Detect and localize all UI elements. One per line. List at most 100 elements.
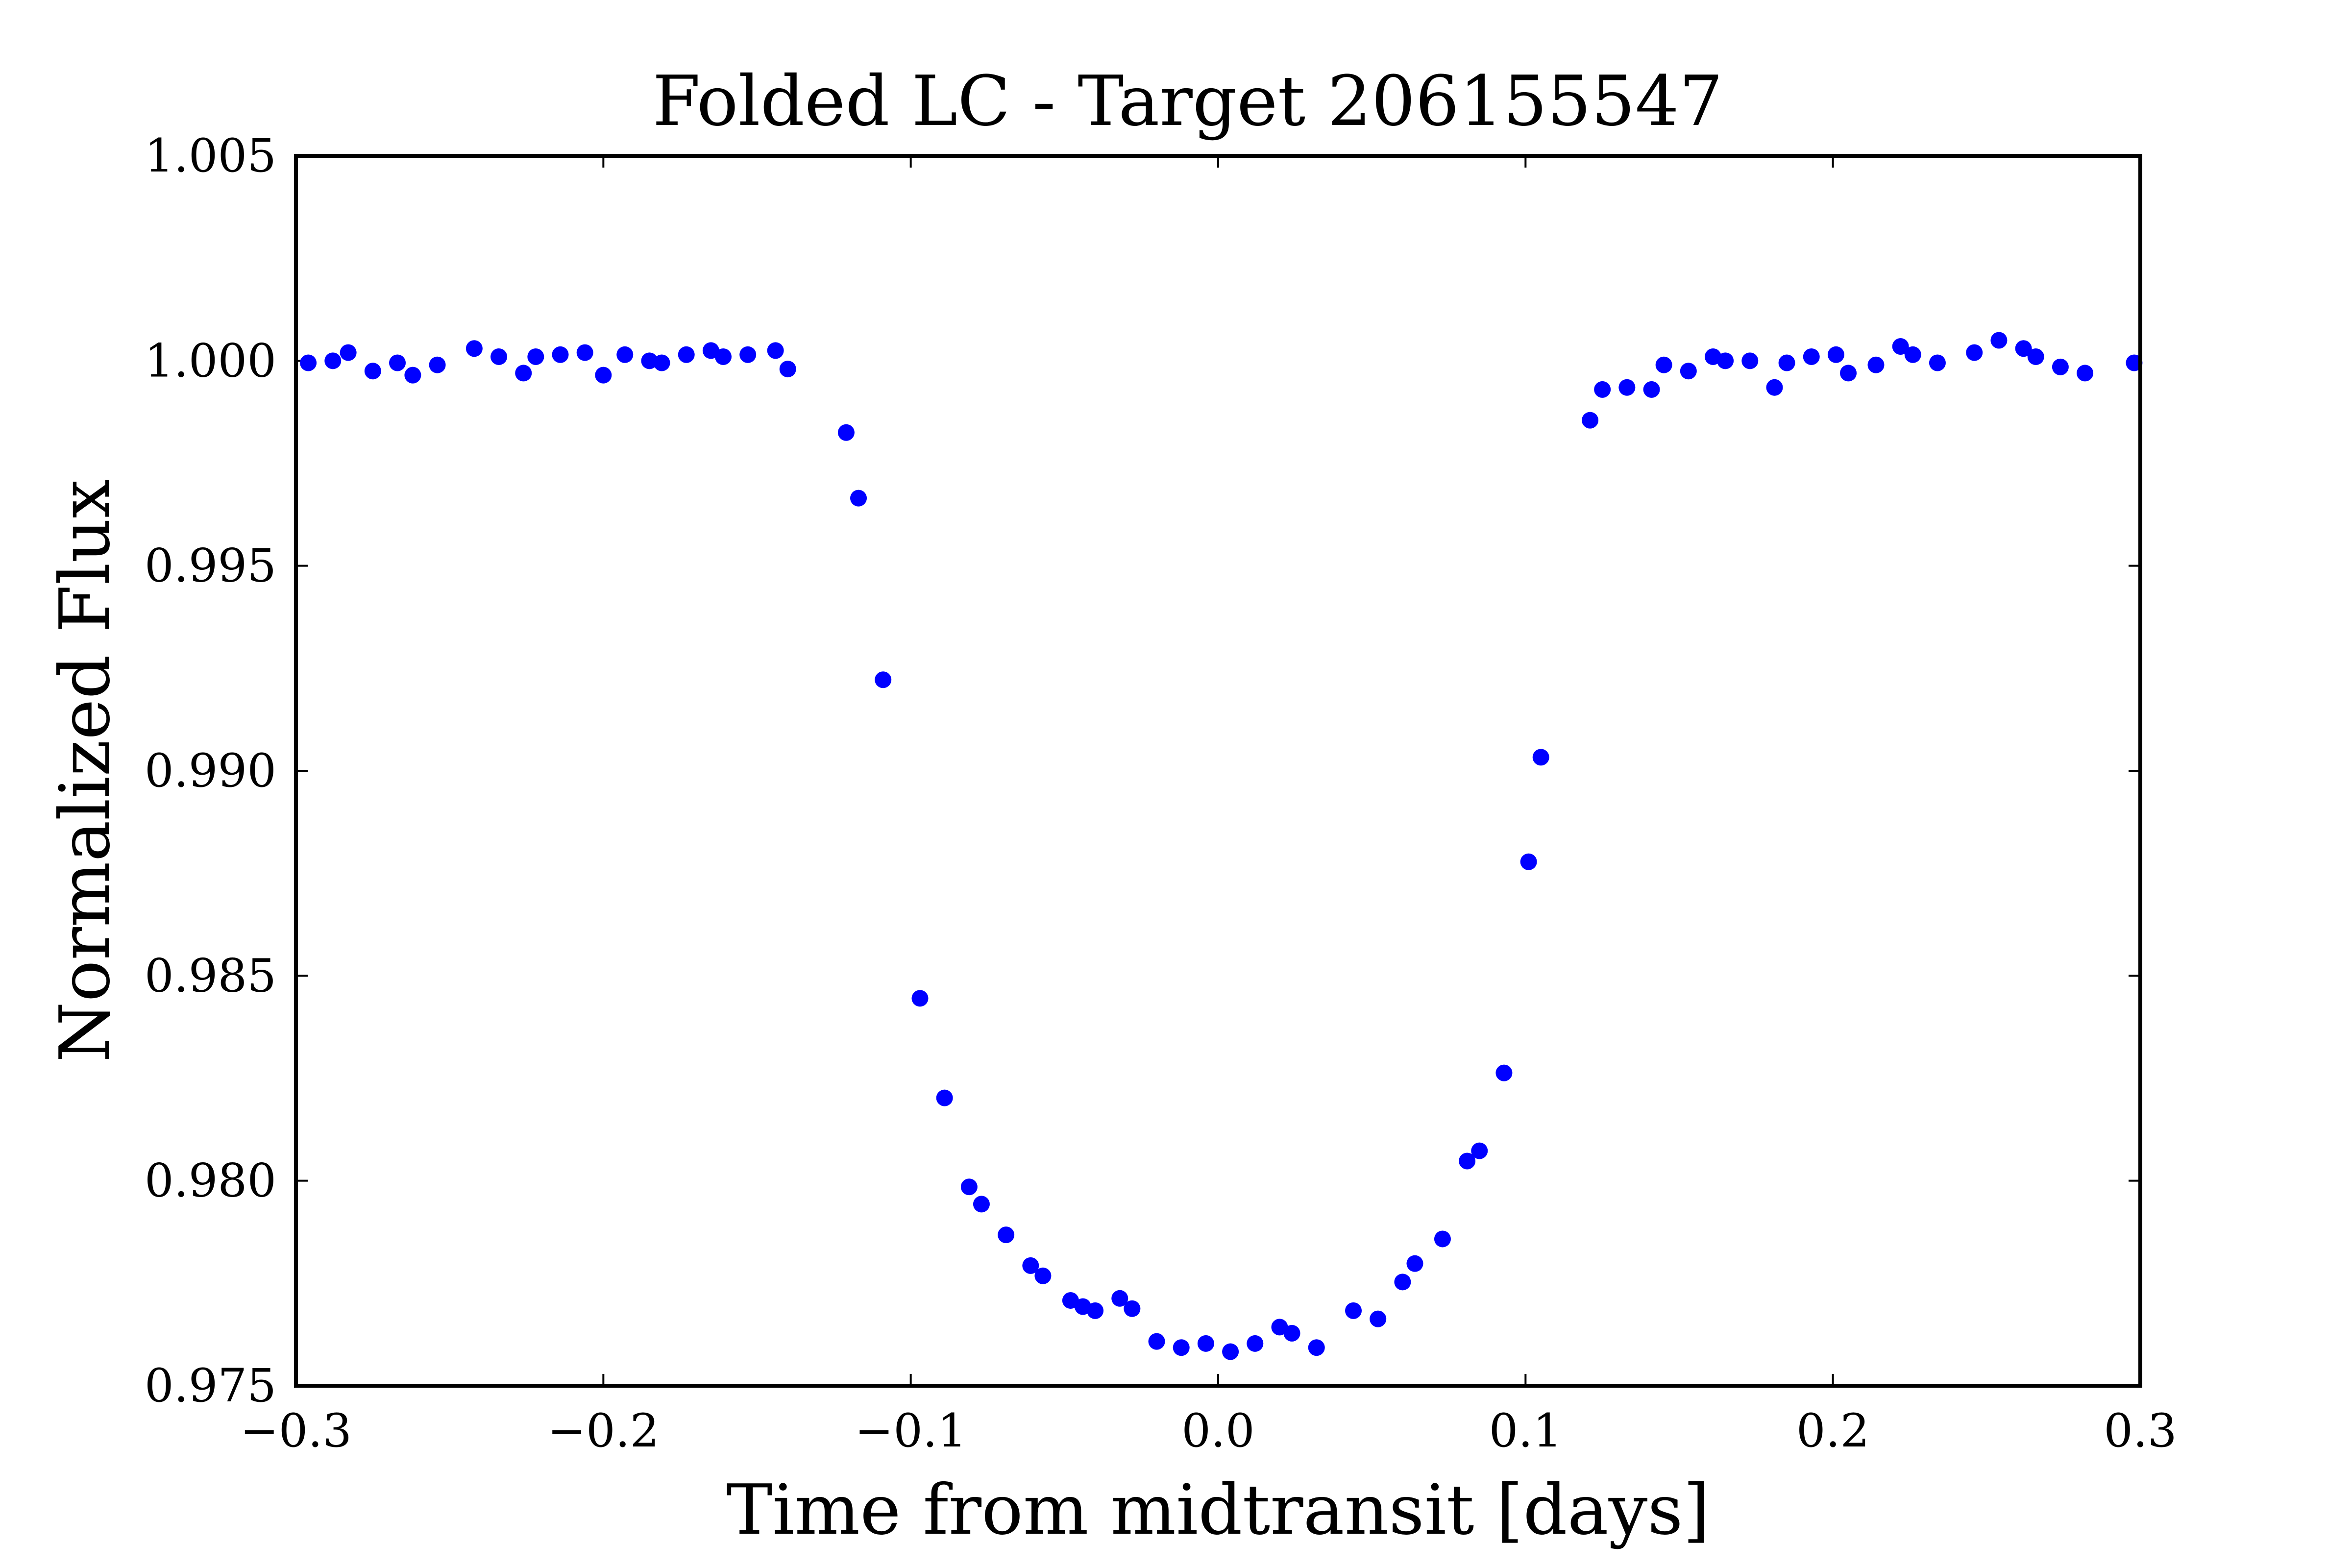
data-point (653, 354, 670, 371)
x-tick-labels: −0.3 −0.2 −0.1 0.0 0.1 0.2 0.3 (240, 1404, 2177, 1458)
data-point (595, 367, 612, 384)
data-point (1929, 354, 1946, 371)
data-point (364, 363, 381, 380)
data-point (1827, 346, 1844, 363)
data-point (389, 354, 406, 371)
x-tick-label: −0.2 (547, 1404, 659, 1458)
data-point (300, 354, 317, 371)
data-point (875, 671, 892, 688)
data-point (1532, 749, 1549, 766)
data-point (324, 352, 342, 369)
data-point (1406, 1255, 1423, 1272)
data-point (936, 1089, 953, 1106)
plot-frame (294, 154, 2142, 1388)
x-tick-label: −0.1 (855, 1404, 967, 1458)
data-point (2077, 365, 2094, 382)
chart-title: Folded LC - Target 206155547 (653, 61, 1723, 142)
y-tick-label: 0.980 (145, 1154, 276, 1208)
data-point (1618, 379, 1636, 396)
data-point (1966, 344, 1983, 361)
data-point (960, 1178, 978, 1196)
data-point (1087, 1302, 1104, 1319)
data-point (527, 348, 544, 365)
data-point (616, 346, 634, 363)
data-point (1345, 1302, 1362, 1319)
y-tick-label: 0.990 (145, 744, 276, 798)
data-point (1148, 1333, 1165, 1350)
data-point (1062, 1292, 1079, 1309)
x-tick-label: 0.3 (2104, 1404, 2177, 1458)
data-point (837, 424, 855, 441)
data-point (1717, 352, 1734, 369)
data-point (678, 346, 695, 363)
data-point (779, 361, 796, 378)
data-point (552, 346, 569, 363)
data-point (1124, 1300, 1141, 1317)
data-point (1867, 356, 1885, 373)
data-point (1111, 1290, 1128, 1307)
data-point (1892, 338, 1909, 355)
data-point (1247, 1335, 1264, 1352)
y-tick-label: 1.005 (145, 129, 276, 183)
data-point (1990, 332, 2008, 349)
x-tick-label: −0.3 (240, 1404, 352, 1458)
data-point (2015, 340, 2032, 357)
data-point (429, 356, 446, 373)
data-point (1520, 853, 1537, 870)
y-tick-label: 1.000 (145, 334, 276, 388)
data-point (515, 365, 532, 382)
plot-area (294, 154, 2143, 1388)
data-point (1594, 381, 1611, 398)
data-point (1308, 1339, 1325, 1356)
data-point (2126, 354, 2143, 371)
data-point (2027, 348, 2044, 365)
data-point (1471, 1142, 1488, 1159)
data-point (739, 346, 757, 363)
data-point (1283, 1324, 1300, 1342)
data-point (1680, 363, 1697, 380)
y-tick-labels: 0.975 0.980 0.985 0.990 0.995 1.000 1.005 (145, 129, 276, 1413)
data-point (1222, 1343, 1239, 1360)
data-point (1803, 348, 1820, 365)
x-tick-label: 0.1 (1489, 1404, 1563, 1458)
data-point (1271, 1319, 1288, 1336)
data-point (1741, 352, 1759, 369)
data-point (404, 367, 421, 384)
data-point (1778, 354, 1795, 371)
data-point (1904, 346, 1921, 363)
data-point (998, 1226, 1015, 1244)
y-tick-label: 0.985 (145, 949, 276, 1003)
data-point (850, 490, 867, 507)
data-point (466, 340, 483, 357)
data-point (1370, 1310, 1387, 1327)
data-point (1495, 1064, 1513, 1081)
x-tick-label: 0.0 (1181, 1404, 1255, 1458)
y-tick-label: 0.995 (145, 539, 276, 593)
data-point (1197, 1335, 1214, 1352)
data-point (767, 342, 784, 359)
data-point (641, 352, 658, 369)
x-axis-label: Time from midtransit [days] (726, 1470, 1710, 1550)
y-axis-label: Normalized Flux (45, 479, 125, 1062)
data-point (1434, 1230, 1451, 1248)
data-point (1459, 1152, 1476, 1170)
data-point (911, 990, 929, 1007)
x-tick-label: 0.2 (1796, 1404, 1870, 1458)
data-point (1394, 1274, 1411, 1291)
data-point (490, 348, 508, 365)
data-point (1582, 412, 1599, 429)
y-tick-label: 0.975 (145, 1359, 276, 1413)
data-point (1766, 379, 1783, 396)
data-point (340, 344, 357, 361)
data-point (1655, 356, 1672, 373)
data-point (1034, 1267, 1052, 1284)
data-point (1840, 365, 1857, 382)
data-point (1173, 1339, 1190, 1356)
data-point (1022, 1257, 1039, 1274)
data-point (1643, 381, 1660, 398)
data-point (576, 344, 593, 361)
data-point (973, 1196, 990, 1213)
data-point (702, 342, 719, 359)
